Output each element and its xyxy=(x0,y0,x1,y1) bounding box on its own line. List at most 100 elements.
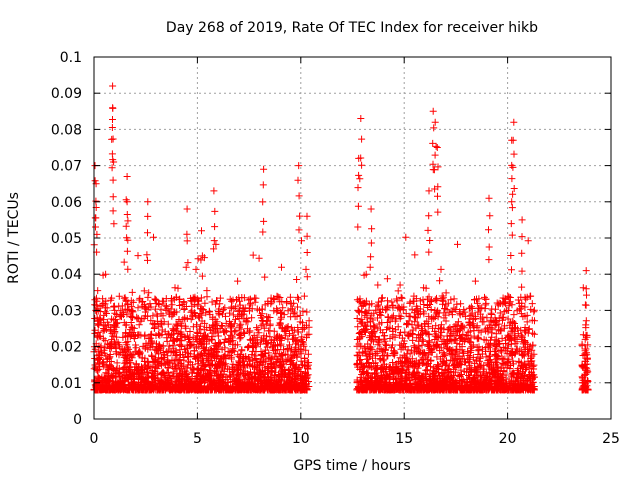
data-point xyxy=(261,301,269,309)
data-point xyxy=(486,352,493,360)
data-point xyxy=(201,299,209,307)
data-point xyxy=(148,353,156,360)
data-point xyxy=(355,307,363,315)
data-point xyxy=(277,315,285,323)
data-point xyxy=(293,337,301,344)
data-point xyxy=(492,351,500,359)
data-point xyxy=(296,311,304,319)
data-point xyxy=(457,300,465,308)
data-point xyxy=(300,292,308,300)
data-point xyxy=(384,314,392,321)
data-point xyxy=(305,330,313,338)
data-point xyxy=(285,365,293,373)
data-point xyxy=(190,341,198,349)
data-point xyxy=(150,233,157,241)
data-point xyxy=(229,311,237,319)
data-point xyxy=(294,303,301,311)
data-point xyxy=(222,312,229,320)
data-point xyxy=(101,300,109,308)
data-point xyxy=(482,295,490,303)
data-point xyxy=(388,298,396,306)
data-point xyxy=(141,361,149,369)
data-point xyxy=(115,292,123,300)
data-point xyxy=(102,352,110,360)
data-point xyxy=(98,301,106,309)
data-point xyxy=(412,314,419,322)
data-point xyxy=(158,370,166,378)
data-point xyxy=(293,276,301,283)
data-point xyxy=(144,293,152,301)
data-point xyxy=(110,338,118,346)
data-point xyxy=(182,324,190,332)
data-point xyxy=(454,240,461,248)
data-point xyxy=(142,304,150,312)
data-point xyxy=(111,329,119,337)
data-point xyxy=(248,341,256,349)
data-point xyxy=(530,306,538,314)
data-point xyxy=(393,295,401,303)
data-point xyxy=(510,311,518,319)
data-point xyxy=(396,281,404,289)
data-point xyxy=(99,271,107,279)
data-point xyxy=(128,323,136,331)
data-point xyxy=(284,307,292,315)
data-point xyxy=(168,301,176,309)
data-point xyxy=(278,263,285,271)
data-point xyxy=(530,330,538,338)
data-point xyxy=(248,314,256,322)
data-point xyxy=(167,297,175,305)
data-point xyxy=(169,325,177,333)
data-point xyxy=(232,327,240,335)
data-point xyxy=(276,298,284,306)
data-point xyxy=(165,342,173,350)
data-point xyxy=(236,323,243,331)
data-point xyxy=(380,355,388,363)
data-point xyxy=(174,284,182,292)
data-point xyxy=(113,333,121,341)
data-point xyxy=(227,353,235,361)
data-point xyxy=(471,277,479,285)
data-point xyxy=(149,312,157,320)
data-point xyxy=(189,323,197,331)
data-point xyxy=(226,321,234,329)
data-point xyxy=(266,333,274,341)
data-point xyxy=(254,326,262,334)
data-point xyxy=(264,313,272,321)
data-point xyxy=(145,289,153,297)
data-point xyxy=(195,342,203,350)
data-point xyxy=(108,315,116,323)
data-point xyxy=(201,319,209,327)
data-point xyxy=(151,324,159,332)
data-point xyxy=(267,363,275,371)
data-point xyxy=(278,351,286,359)
data-point xyxy=(268,298,276,306)
data-point xyxy=(186,338,194,346)
data-point xyxy=(246,295,254,303)
data-point xyxy=(134,304,142,312)
data-point xyxy=(255,329,263,337)
data-point xyxy=(170,309,178,317)
data-point xyxy=(249,251,257,259)
data-point xyxy=(167,348,175,356)
data-point xyxy=(283,299,291,307)
data-point xyxy=(234,277,242,285)
data-point xyxy=(456,309,464,317)
data-point xyxy=(263,343,271,351)
data-point xyxy=(107,358,115,365)
data-point xyxy=(99,335,107,343)
data-point xyxy=(289,331,297,339)
data-point xyxy=(264,297,272,305)
data-point xyxy=(241,304,249,312)
data-point xyxy=(305,317,313,325)
data-point xyxy=(91,301,99,309)
data-point xyxy=(475,347,483,355)
data-point xyxy=(294,328,302,336)
data-point xyxy=(147,303,155,311)
data-point xyxy=(261,273,269,281)
data-point xyxy=(280,346,287,354)
data-point xyxy=(255,254,263,262)
data-point xyxy=(106,378,113,385)
data-point xyxy=(186,328,194,335)
data-point xyxy=(302,346,310,354)
